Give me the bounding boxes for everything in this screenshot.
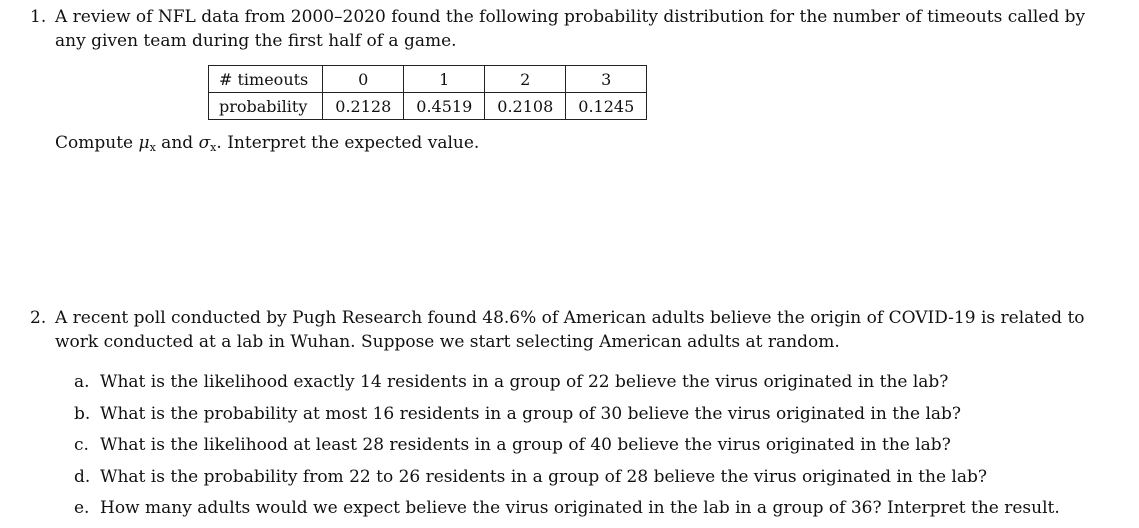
problem-1-instruction: Compute μx and σx. Interpret the expecte… [55,133,479,154]
table-cell-timeouts-0: 0 [322,65,405,93]
mu-symbol: μ [138,133,150,153]
table-cell-probability-1: 0.4519 [403,92,486,120]
table-row-header-probability: probability [207,92,324,120]
compute-prefix: Compute [55,133,139,153]
item-text: What is the probability at most 16 resid… [100,403,962,424]
problem-1-text-line-2: any given team during the first half of … [55,31,457,51]
problem-2-text-line-1: A recent poll conducted by Pugh Research… [55,308,1085,328]
problem-2-number: 2. [30,308,47,328]
mu-subscript: x [149,141,156,154]
table-cell-timeouts-2: 2 [484,65,567,93]
table-cell-timeouts-1: 1 [403,65,486,93]
sigma-subscript: x [210,141,217,154]
item-letter: a. [74,372,90,392]
item-text: What is the probability from 22 to 26 re… [100,466,988,487]
list-item: e. How many adults would we expect believ… [74,496,1060,528]
item-letter: c. [74,435,89,455]
table-row-header-timeouts: # timeouts [207,65,324,93]
list-item: b. What is the probability at most 16 res… [74,402,1060,434]
item-letter: b. [74,403,91,424]
problem-1-text-line-1: A review of NFL data from 2000–2020 foun… [55,7,1086,27]
sigma-symbol: σ [198,133,211,153]
problem-1-number: 1. [30,7,47,27]
table-row-probability: probability 0.2128 0.4519 0.2108 0.1245 [207,92,648,120]
item-text: What is the likelihood exactly 14 reside… [100,372,949,392]
table-cell-probability-3: 0.1245 [565,92,648,120]
compute-suffix: . Interpret the expected value. [216,133,480,153]
table-cell-timeouts-3: 3 [565,65,648,93]
item-letter: e. [74,498,90,518]
table-row-timeouts: # timeouts 0 1 2 3 [207,65,648,93]
compute-and: and [155,133,199,153]
table-cell-probability-0: 0.2128 [322,92,405,120]
problem-1: 1. A review of NFL data from 2000–2020 fo… [30,5,1111,53]
list-item: d. What is the probability from 22 to 26 … [74,465,1060,497]
problem-2: 2. A recent poll conducted by Pugh Resear… [30,306,1111,354]
probability-distribution-table: # timeouts 0 1 2 3 probability 0.2128 0.… [207,65,648,120]
problem-2-line-1: 2. A recent poll conducted by Pugh Resear… [30,306,1111,330]
item-text: What is the likelihood at least 28 resid… [100,435,951,455]
list-item: c. What is the likelihood at least 28 res… [74,433,1060,465]
problem-1-line-1: 1. A review of NFL data from 2000–2020 fo… [30,5,1111,29]
list-item: a. What is the likelihood exactly 14 resi… [74,370,1060,402]
item-letter: d. [74,466,91,487]
problem-2-text-line-2: work conducted at a lab in Wuhan. Suppos… [55,332,840,352]
problem-2-subquestions: a. What is the likelihood exactly 14 resi… [74,370,1060,528]
item-text: How many adults would we expect believe … [100,498,1060,518]
table-cell-probability-2: 0.2108 [484,92,567,120]
